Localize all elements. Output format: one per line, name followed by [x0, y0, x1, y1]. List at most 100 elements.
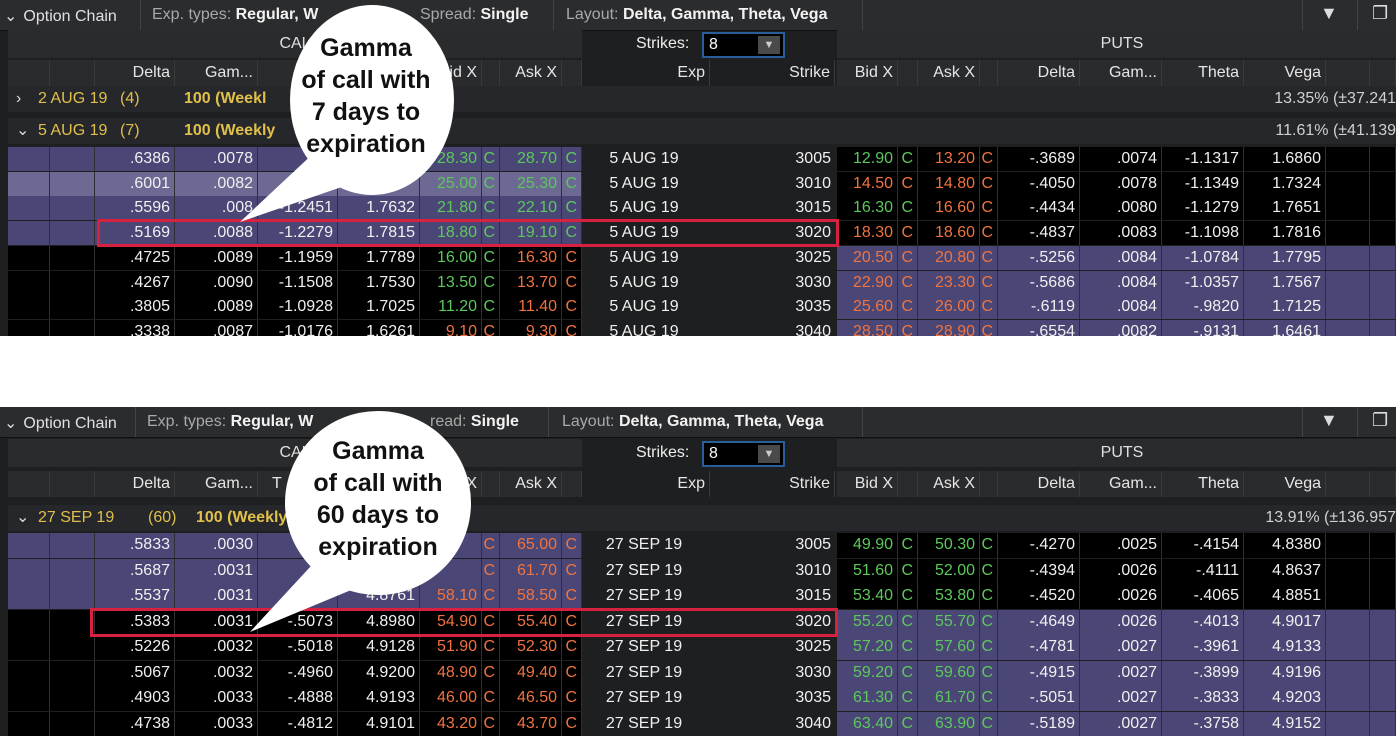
put-cell[interactable] [1326, 686, 1370, 711]
call-cell[interactable]: C [482, 712, 500, 736]
call-cell[interactable]: C [562, 584, 582, 609]
call-cell[interactable] [8, 661, 50, 686]
put-cell[interactable]: C [898, 196, 918, 220]
call-column-header[interactable]: Gam... [175, 471, 258, 497]
strikes-input[interactable]: 8 ▼ [702, 441, 785, 467]
put-cell[interactable]: 4.8637 [1244, 559, 1326, 584]
call-column-header[interactable]: Ask X [500, 471, 562, 497]
put-cell[interactable]: C [898, 610, 918, 635]
put-cell[interactable] [1370, 712, 1396, 736]
put-cell[interactable] [1326, 271, 1370, 295]
put-column-header[interactable]: Gam... [1080, 471, 1162, 497]
call-cell[interactable] [8, 610, 50, 635]
put-cell[interactable]: C [898, 320, 918, 336]
call-cell[interactable]: 58.10 [420, 584, 482, 609]
call-cell[interactable]: .0089 [175, 246, 258, 270]
call-column-header[interactable] [562, 60, 582, 86]
put-cell[interactable]: -.4520 [998, 584, 1080, 609]
put-cell[interactable]: -.3758 [1162, 712, 1244, 736]
put-column-header[interactable] [980, 60, 998, 86]
call-cell[interactable]: .0087 [175, 320, 258, 336]
call-cell[interactable] [50, 295, 95, 319]
mid-column-header[interactable]: Strike [710, 60, 835, 86]
put-cell[interactable]: C [980, 271, 998, 295]
exp-types-dropdown[interactable]: Exp. types: Regular, W [147, 413, 313, 431]
put-cell[interactable]: 4.9133 [1244, 635, 1326, 660]
put-cell[interactable]: C [980, 712, 998, 736]
call-cell[interactable] [50, 712, 95, 736]
put-cell[interactable]: 28.50 [837, 320, 898, 336]
put-cell[interactable]: -.4111 [1162, 559, 1244, 584]
call-cell[interactable]: 11.40 [500, 295, 562, 319]
put-column-header[interactable] [1326, 60, 1370, 86]
put-column-header[interactable]: Theta [1162, 471, 1244, 497]
put-column-header[interactable]: Vega [1244, 471, 1326, 497]
expiration-group-row[interactable]: › 2 AUG 19 (4) 100 (Weekl 13.35% (±37.241 [8, 86, 1396, 112]
call-cell[interactable]: 46.00 [420, 686, 482, 711]
call-cell[interactable] [8, 271, 50, 295]
call-cell[interactable]: C [482, 221, 500, 245]
put-cell[interactable]: 1.7125 [1244, 295, 1326, 319]
put-cell[interactable]: 53.40 [837, 584, 898, 609]
call-cell[interactable]: .0082 [175, 172, 258, 196]
call-cell[interactable]: .6386 [95, 147, 175, 171]
call-cell[interactable]: 4.9101 [338, 712, 420, 736]
call-cell[interactable] [8, 172, 50, 196]
put-cell[interactable]: 1.7324 [1244, 172, 1326, 196]
call-column-header[interactable] [8, 471, 50, 497]
put-cell[interactable]: 4.9196 [1244, 661, 1326, 686]
call-cell[interactable]: C [562, 246, 582, 270]
filter-triangle-icon[interactable]: ▼ [1320, 410, 1338, 430]
strikes-input[interactable]: 8 ▼ [702, 32, 785, 58]
expiration-group-row[interactable]: ⌄ 27 SEP 19 (60) 100 (Weekly 13.91% (±136.95… [8, 505, 1396, 531]
put-cell[interactable]: 59.20 [837, 661, 898, 686]
put-cell[interactable]: -1.1279 [1162, 196, 1244, 220]
put-column-header[interactable] [1326, 471, 1370, 497]
put-cell[interactable]: 55.20 [837, 610, 898, 635]
put-cell[interactable] [1370, 246, 1396, 270]
filter-triangle-icon[interactable]: ▼ [1320, 3, 1338, 23]
call-column-header[interactable] [50, 60, 95, 86]
call-cell[interactable] [50, 271, 95, 295]
put-cell[interactable]: -.5189 [998, 712, 1080, 736]
call-cell[interactable]: -1.0176 [258, 320, 338, 336]
put-cell[interactable]: 57.60 [918, 635, 980, 660]
put-cell[interactable]: 52.00 [918, 559, 980, 584]
call-cell[interactable] [8, 559, 50, 584]
put-column-header[interactable]: Delta [998, 60, 1080, 86]
call-cell[interactable]: 49.40 [500, 661, 562, 686]
put-cell[interactable]: 4.8380 [1244, 533, 1326, 558]
call-cell[interactable]: .0031 [175, 610, 258, 635]
spread-dropdown[interactable]: read: Single [430, 413, 519, 431]
put-cell[interactable]: C [980, 196, 998, 220]
put-cell[interactable]: -.3899 [1162, 661, 1244, 686]
call-cell[interactable] [50, 320, 95, 336]
put-cell[interactable] [1326, 295, 1370, 319]
call-cell[interactable]: .0089 [175, 295, 258, 319]
mid-column-header[interactable]: Exp [582, 471, 710, 497]
dropdown-arrow-icon[interactable]: ▼ [758, 445, 780, 463]
call-cell[interactable]: .4738 [95, 712, 175, 736]
put-cell[interactable]: 4.8851 [1244, 584, 1326, 609]
put-cell[interactable]: -.6554 [998, 320, 1080, 336]
put-cell[interactable]: .0080 [1080, 196, 1162, 220]
call-cell[interactable]: C [482, 661, 500, 686]
put-column-header[interactable]: Theta [1162, 60, 1244, 86]
call-cell[interactable] [8, 295, 50, 319]
call-cell[interactable]: 1.7025 [338, 295, 420, 319]
put-column-header[interactable]: Delta [998, 471, 1080, 497]
call-cell[interactable]: -.4960 [258, 661, 338, 686]
put-cell[interactable]: 18.60 [918, 221, 980, 245]
call-cell[interactable]: C [482, 295, 500, 319]
call-cell[interactable]: 58.50 [500, 584, 562, 609]
call-cell[interactable]: 19.10 [500, 221, 562, 245]
call-cell[interactable]: -1.1508 [258, 271, 338, 295]
call-cell[interactable]: .5226 [95, 635, 175, 660]
call-cell[interactable] [8, 635, 50, 660]
put-cell[interactable]: 22.90 [837, 271, 898, 295]
call-cell[interactable]: 25.00 [420, 172, 482, 196]
put-cell[interactable]: C [898, 661, 918, 686]
put-cell[interactable] [1326, 661, 1370, 686]
call-cell[interactable] [8, 584, 50, 609]
call-cell[interactable] [8, 246, 50, 270]
